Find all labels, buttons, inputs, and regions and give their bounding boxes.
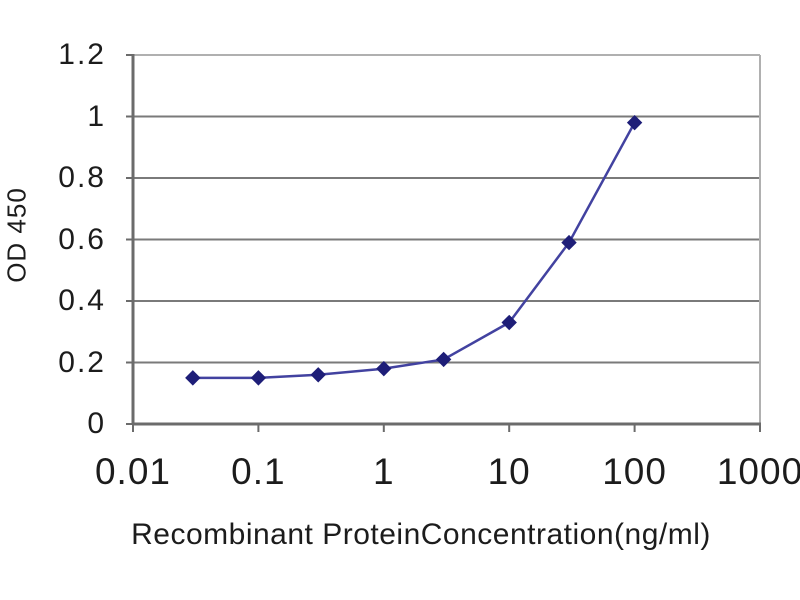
y-tick-label: 0.4	[58, 284, 106, 317]
y-tick-label: 0.2	[58, 345, 106, 379]
x-tick-label: 1	[373, 451, 395, 492]
series-line	[192, 122, 636, 380]
y-tick-label: 0	[87, 407, 106, 440]
data-point-marker	[501, 314, 517, 331]
tick-marks-layer	[126, 54, 761, 432]
x-tick-label: 10	[487, 451, 531, 492]
data-point-marker	[185, 370, 201, 386]
x-tick-label: 1000	[716, 451, 800, 492]
x-tick-label: 100	[602, 451, 667, 492]
y-tick-label: 1.2	[58, 38, 106, 71]
data-series-layer	[185, 114, 643, 386]
data-point-marker	[626, 114, 643, 131]
y-axis-title: OD 450	[1, 187, 32, 283]
grid-layer	[131, 54, 761, 426]
y-tick-label: 1	[87, 99, 106, 133]
x-tick-label: 0.1	[231, 451, 286, 492]
x-tick-label: 0.01	[94, 451, 171, 492]
data-point-marker	[310, 367, 326, 383]
data-point-marker	[250, 370, 267, 386]
data-point-marker	[376, 360, 392, 377]
y-tick-label: 0.6	[58, 222, 106, 256]
data-point-marker	[435, 351, 452, 368]
y-tick-label: 0.8	[58, 161, 106, 194]
data-point-marker	[561, 234, 577, 251]
x-axis-title: Recombinant ProteinConcentration(ng/ml)	[131, 518, 711, 551]
